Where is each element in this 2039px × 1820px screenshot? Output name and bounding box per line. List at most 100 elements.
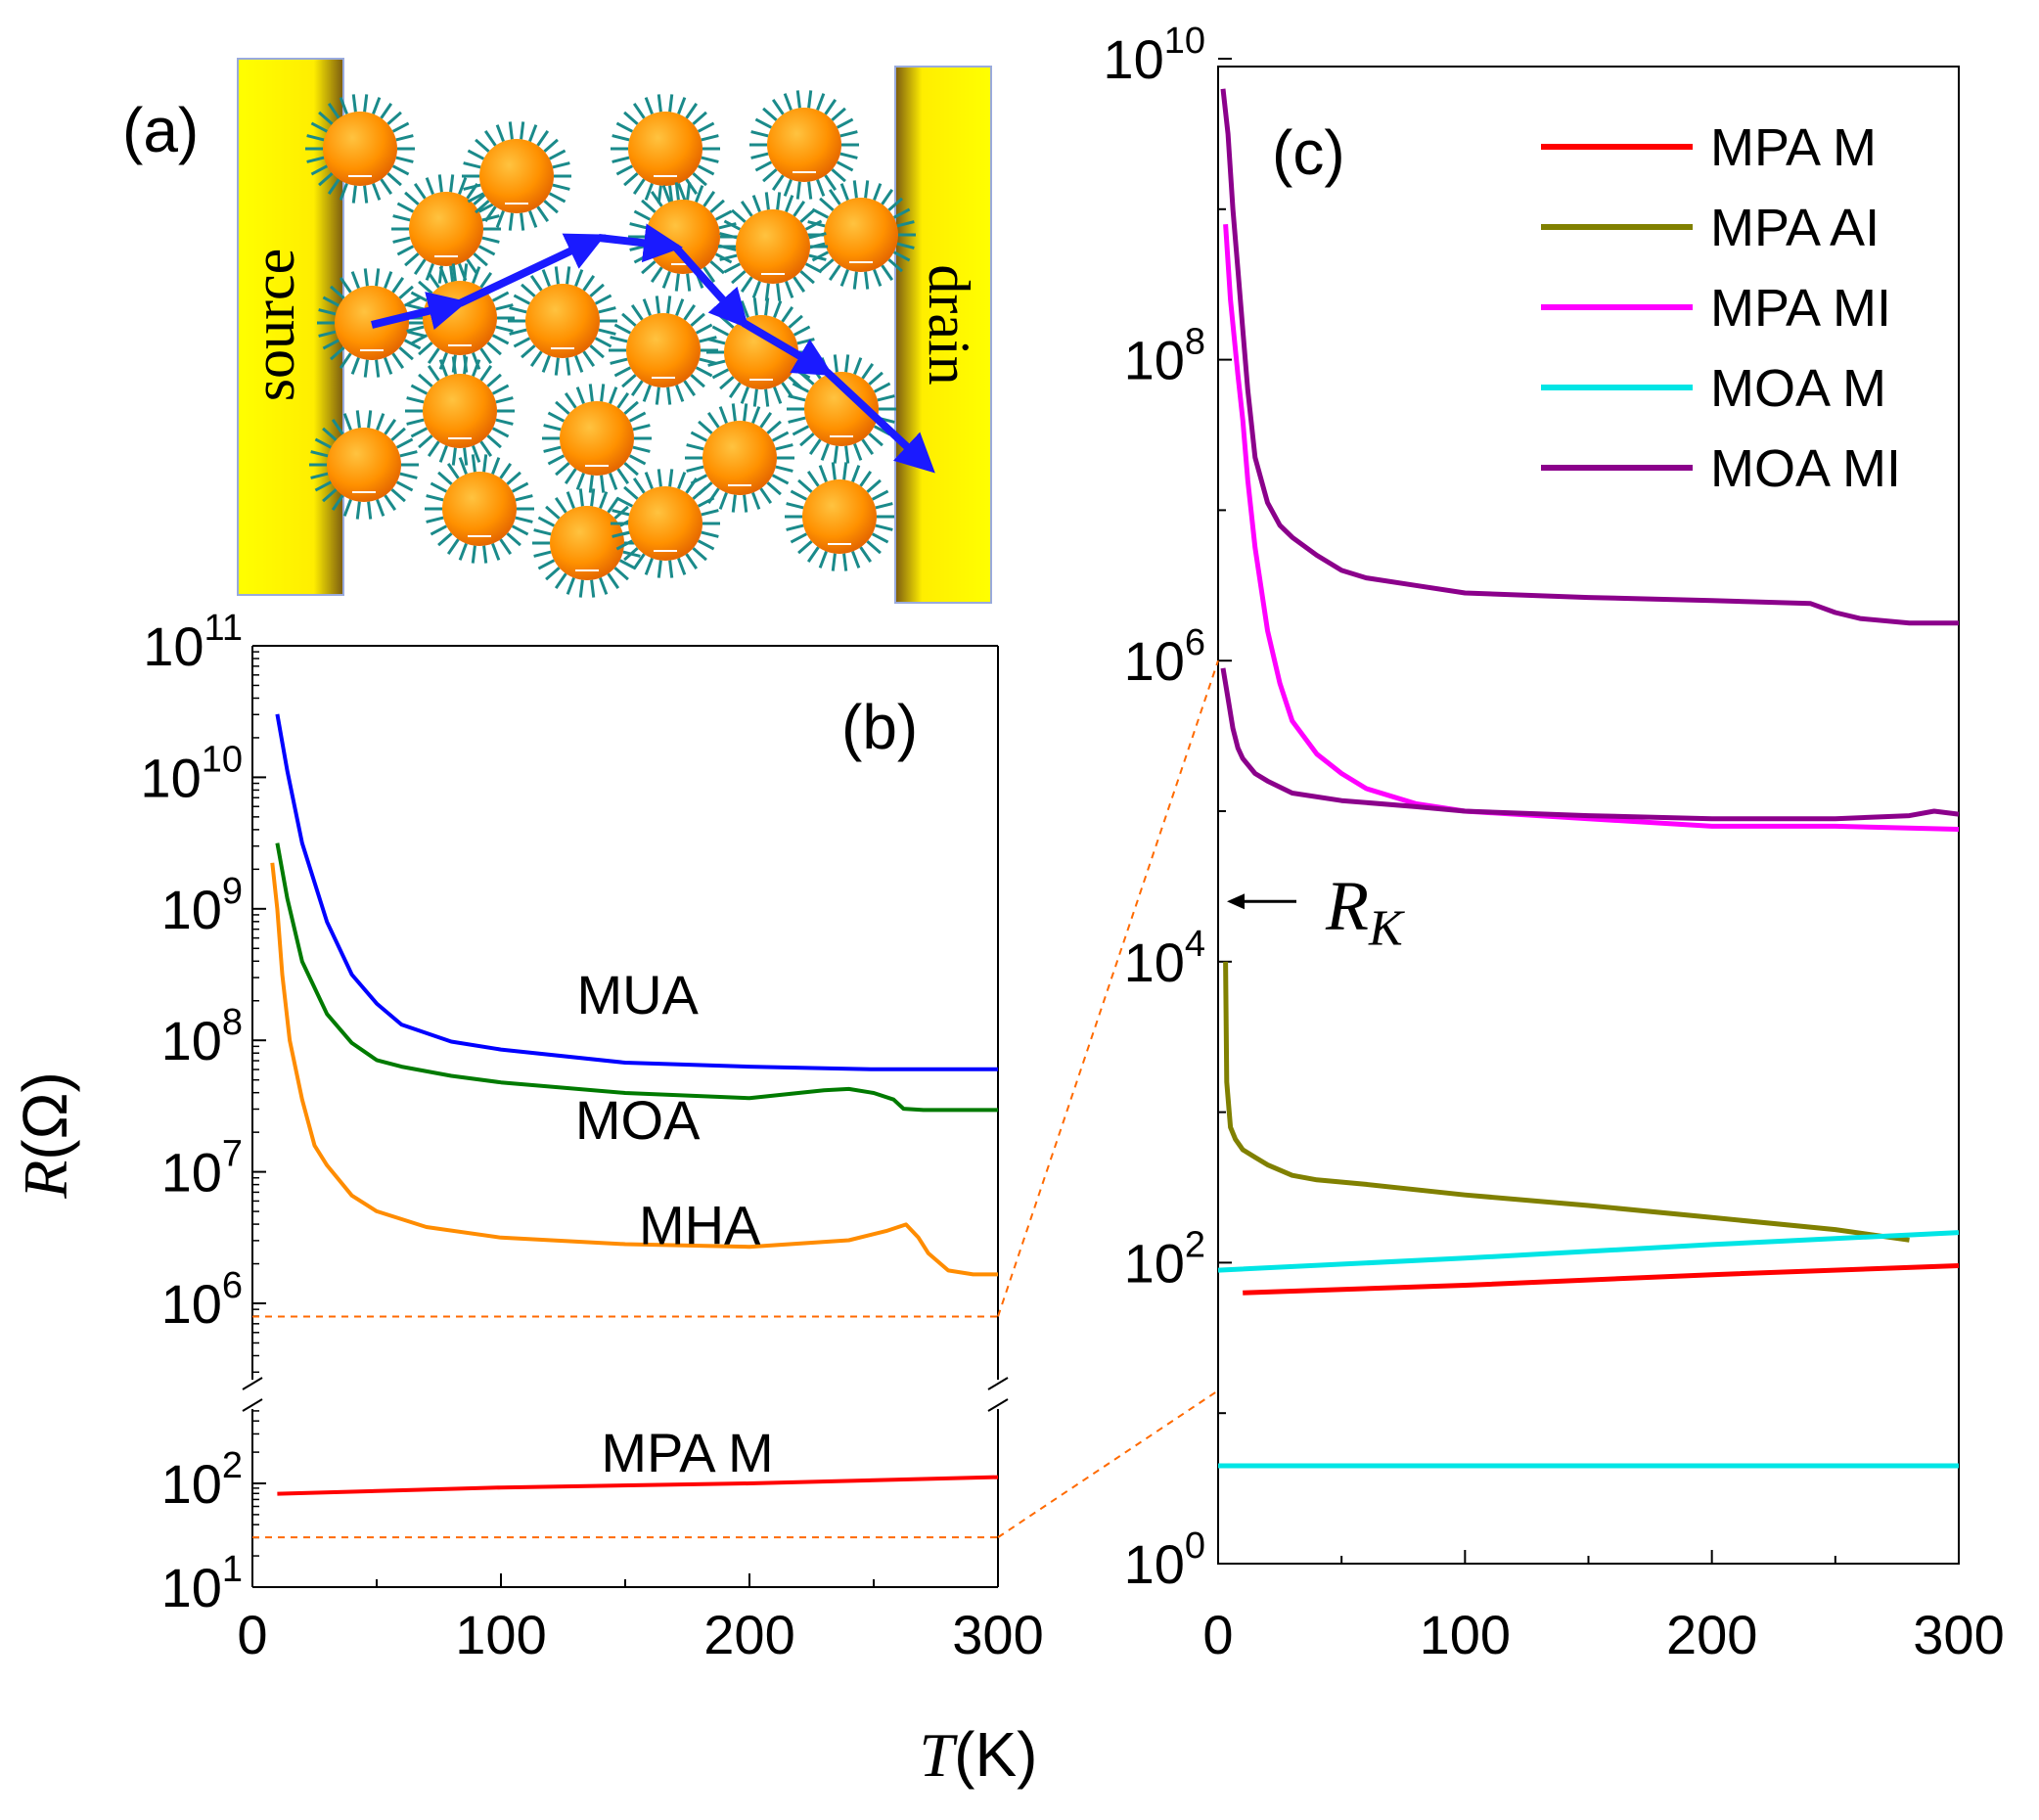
ligand xyxy=(630,380,644,396)
ligand xyxy=(327,103,340,119)
ligand xyxy=(661,270,671,289)
ligand xyxy=(690,312,705,327)
series-mpa-mi xyxy=(1223,224,1960,832)
ligand xyxy=(799,208,815,223)
ligand xyxy=(310,450,329,458)
gold-particle xyxy=(802,479,877,554)
ligand xyxy=(479,365,493,382)
ligand xyxy=(685,478,699,494)
gold-particle xyxy=(628,486,702,561)
ligand xyxy=(644,557,654,575)
ligand xyxy=(367,410,373,429)
ligand xyxy=(363,359,369,378)
ligand xyxy=(864,180,870,199)
ligand xyxy=(615,539,634,551)
ligand xyxy=(806,471,820,487)
ligand xyxy=(600,475,606,493)
ligand xyxy=(314,437,333,449)
ligand xyxy=(613,567,629,581)
ligand xyxy=(799,371,815,386)
tick-exponent: 11 xyxy=(204,608,243,649)
ligand xyxy=(871,532,889,544)
ligand xyxy=(363,185,369,204)
ligand xyxy=(644,472,654,490)
ligand xyxy=(554,572,567,589)
ligand xyxy=(690,431,708,442)
ligand xyxy=(533,550,552,558)
y-tick-label: 1010 xyxy=(140,739,243,808)
ligand xyxy=(781,306,794,323)
ligand xyxy=(697,164,715,176)
ligand xyxy=(451,356,457,375)
tick-exponent: 4 xyxy=(1185,924,1205,965)
panel-c-legend: MPA M MPA AI MPA MI MOA M MOA MI xyxy=(1541,118,1901,498)
ligand xyxy=(714,209,733,221)
ligand xyxy=(666,387,672,405)
ligand xyxy=(842,553,848,571)
ligand xyxy=(548,149,566,160)
ligand xyxy=(661,185,671,204)
ligand xyxy=(831,107,846,121)
ligand xyxy=(463,447,469,466)
ligand xyxy=(868,371,884,386)
ligand xyxy=(686,273,692,292)
y-tick-label: 108 xyxy=(161,1002,243,1071)
tick-base: 10 xyxy=(161,1010,222,1071)
drain-electrode xyxy=(894,66,992,604)
ligand xyxy=(692,547,707,562)
ligand xyxy=(875,502,893,510)
hop-arrow xyxy=(741,319,834,377)
ligand xyxy=(675,384,685,402)
ligand xyxy=(477,245,496,256)
ligand xyxy=(543,200,559,214)
ligand xyxy=(513,337,531,348)
ligand xyxy=(799,432,815,447)
ligand xyxy=(513,294,531,305)
ligand xyxy=(776,192,782,210)
nanoparticle xyxy=(685,403,794,513)
ligand xyxy=(771,474,790,485)
ligand xyxy=(666,296,672,314)
ligand xyxy=(751,491,761,510)
ligand xyxy=(511,481,529,493)
ligand xyxy=(668,94,674,113)
ligand xyxy=(701,509,719,517)
gold-particle xyxy=(409,192,483,266)
gold-particle xyxy=(323,112,397,186)
ligand xyxy=(391,164,410,176)
gold-particle xyxy=(646,200,720,274)
ligand xyxy=(588,384,594,402)
ligand xyxy=(430,524,448,536)
ligand xyxy=(775,465,793,473)
legend-item-mpa-mi: MPA MI xyxy=(1541,279,1891,338)
ligand xyxy=(887,197,903,211)
ligand xyxy=(427,347,440,364)
ligand xyxy=(339,352,352,369)
ligand xyxy=(633,209,652,221)
ligand xyxy=(623,111,639,125)
ligand xyxy=(467,149,485,160)
ligand xyxy=(764,192,770,210)
gold-particle xyxy=(442,472,517,546)
ligand xyxy=(644,97,654,115)
ligand xyxy=(472,359,481,378)
ligand xyxy=(655,387,660,405)
x-tick-label: 100 xyxy=(455,1604,546,1665)
ligand xyxy=(754,117,773,129)
ligand xyxy=(330,285,345,299)
ligand xyxy=(852,180,858,199)
ligand xyxy=(554,497,567,514)
ligand xyxy=(839,130,858,138)
ligand xyxy=(555,400,570,415)
ligand xyxy=(881,189,894,205)
ligand xyxy=(479,347,493,364)
ligand xyxy=(804,262,823,274)
tick-exponent: 10 xyxy=(202,739,243,780)
ligand xyxy=(677,97,687,115)
ligand xyxy=(790,489,808,501)
ligand xyxy=(718,491,728,510)
ligand xyxy=(541,269,551,288)
ligand xyxy=(751,406,761,425)
ligand xyxy=(331,419,344,435)
series-moa-mi xyxy=(1220,88,1959,626)
